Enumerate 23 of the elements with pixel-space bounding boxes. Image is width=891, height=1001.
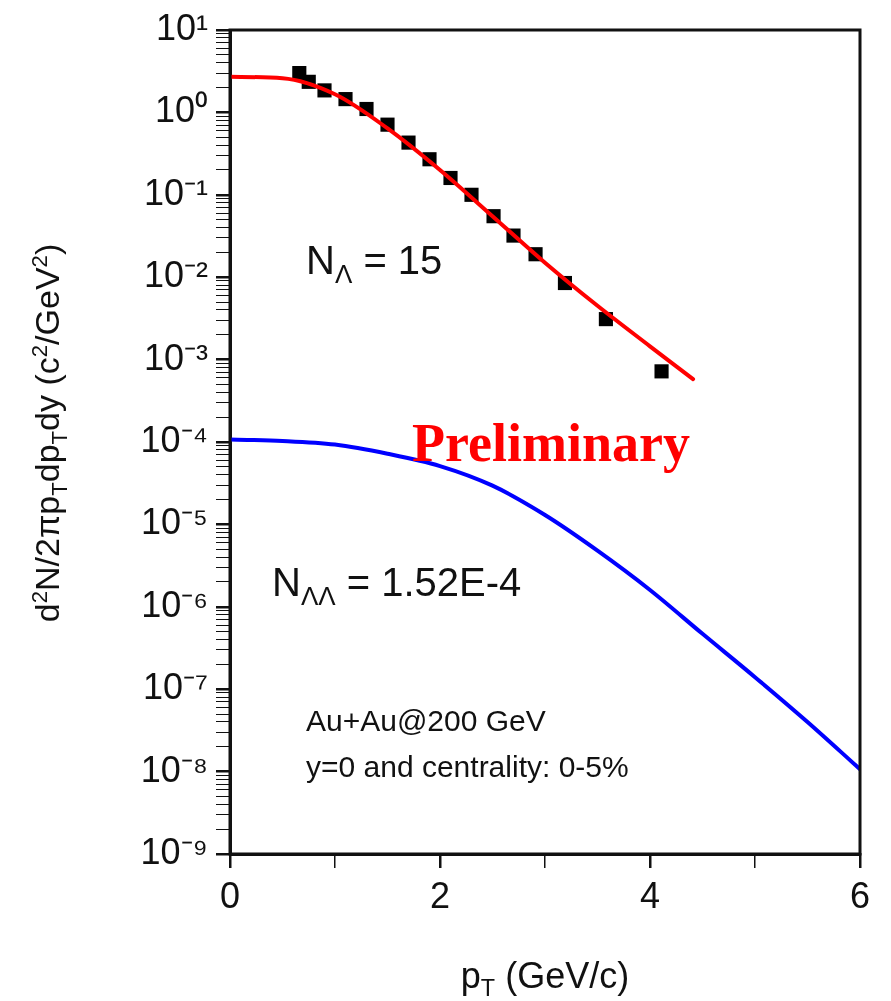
y-tick-label: 10⁻⁴ <box>140 418 208 460</box>
x-tick-label: 2 <box>429 874 451 916</box>
y-tick-label: 10¹ <box>155 6 209 48</box>
annotation: N$_{ΛΛ}$ = 1.52E-4 <box>272 560 522 612</box>
y-tick-label: 10⁰ <box>154 89 208 131</box>
annotation: y=0 and centrality: 0-5% <box>306 750 629 784</box>
y-tick-label: 10⁻⁸ <box>140 748 208 790</box>
x-tick-label: 6 <box>849 874 871 916</box>
y-tick-label: 10⁻³ <box>143 336 209 378</box>
line-series <box>230 74 696 382</box>
annotation: Au+Au@200 GeV <box>306 704 546 738</box>
y-tick-label: 10⁻¹ <box>143 171 209 213</box>
y-tick-label: 10⁻⁷ <box>142 666 208 708</box>
x-tick-label: 0 <box>219 874 241 916</box>
y-tick-label: 10⁻⁶ <box>141 583 208 625</box>
point <box>654 364 669 379</box>
x-axis-title: p$_{T}$ (GeV/c) <box>460 955 630 1001</box>
y-tick-label: 10⁻⁵ <box>141 501 208 543</box>
y-tick-label: 10⁻⁹ <box>140 830 208 872</box>
annotation: Preliminary <box>412 412 690 474</box>
annotation: N$_{Λ}$ = 15 <box>306 238 443 290</box>
x-tick-label: 4 <box>639 874 661 916</box>
y-tick-label: 10⁻² <box>143 254 209 296</box>
